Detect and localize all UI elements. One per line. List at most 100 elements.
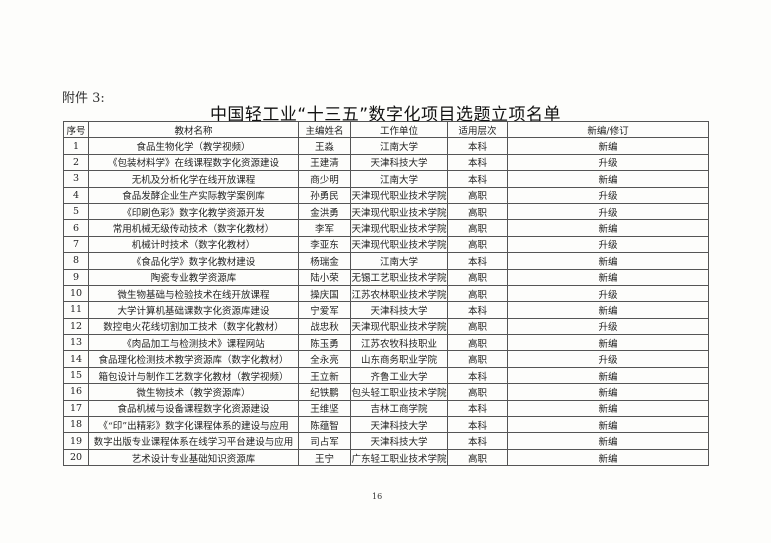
cell-unit: 包头轻工职业技术学院 (350, 383, 448, 401)
cell-editor: 王建清 (298, 153, 351, 172)
table-row: 8 《食品化学》数字化教材建设 杨瑞金 江南大学 本科 新编 (63, 252, 709, 270)
cell-index: 1 (63, 137, 89, 155)
cell-unit: 无锡工艺职业技术学院 (350, 268, 448, 286)
cell-index: 4 (63, 186, 89, 204)
table-header-row: 序号 教材名称 主编姓名 工作单位 适用层次 新编/修订 (63, 120, 709, 139)
cell-unit: 天津现代职业技术学院 (350, 186, 448, 204)
cell-editor: 王维坚 (298, 399, 351, 418)
cell-index: 19 (63, 432, 89, 450)
cell-unit: 天津科技大学 (350, 301, 448, 319)
cell-index: 12 (63, 317, 89, 336)
table-row: 18 《“印”出精彩》数字化课程体系的建设与应用 陈蕴智 天津科技大学 本科 新编 (63, 416, 709, 434)
cell-index: 14 (63, 350, 89, 368)
cell-index: 10 (63, 284, 89, 303)
cell-title: 《食品化学》数字化教材建设 (88, 252, 299, 270)
cell-unit: 天津现代职业技术学院 (350, 219, 448, 237)
cell-index: 9 (63, 268, 89, 286)
attachment-label: 附件 3: (62, 91, 105, 106)
cell-title: 大学计算机基础课数字化资源库建设 (88, 301, 299, 319)
cell-title: 《包装材料学》在线课程数字化资源建设 (88, 153, 299, 172)
page-number: 16 (372, 492, 383, 501)
cell-unit: 吉林工商学院 (350, 399, 448, 418)
cell-level: 高职 (447, 186, 508, 204)
cell-unit: 广东轻工职业技术学院 (350, 448, 448, 467)
cell-type: 新编 (507, 416, 709, 434)
cell-type: 升级 (507, 350, 709, 368)
cell-editor: 李亚东 (298, 235, 351, 254)
table-row: 10 微生物基础与检验技术在线开放课程 操庆国 江苏农林职业技术学院 高职 升级 (63, 284, 709, 303)
table-row: 9 陶瓷专业教学资源库 陆小荣 无锡工艺职业技术学院 高职 新编 (63, 268, 709, 286)
cell-type: 新编 (507, 170, 709, 188)
cell-level: 本科 (447, 366, 508, 385)
table-row: 6 常用机械无级传动技术（数字化教材） 李军 天津现代职业技术学院 高职 新编 (63, 219, 709, 237)
header-title: 教材名称 (88, 120, 299, 139)
cell-title: 数字出版专业课程体系在线学习平台建设与应用 (88, 432, 299, 450)
cell-type: 新编 (507, 301, 709, 319)
cell-level: 高职 (447, 219, 508, 237)
cell-level: 本科 (447, 137, 508, 155)
cell-editor: 金洪勇 (298, 202, 351, 221)
cell-type: 升级 (507, 235, 709, 254)
cell-editor: 商少明 (298, 170, 351, 188)
cell-index: 2 (63, 153, 89, 172)
cell-unit: 齐鲁工业大学 (350, 366, 448, 385)
cell-level: 高职 (447, 350, 508, 368)
cell-editor: 王淼 (298, 137, 351, 155)
cell-index: 6 (63, 219, 89, 237)
cell-level: 本科 (447, 170, 508, 188)
cell-unit: 天津科技大学 (350, 432, 448, 450)
cell-level: 高职 (447, 317, 508, 336)
table-row: 14 食品理化检测技术教学资源库（数字化教材） 全永亮 山东商务职业学院 高职 升级 (63, 350, 709, 368)
cell-title: 食品生物化学（教学视频） (88, 137, 299, 155)
cell-title: 微生物技术（教学资源库） (88, 383, 299, 401)
cell-level: 本科 (447, 399, 508, 418)
cell-editor: 李军 (298, 219, 351, 237)
cell-editor: 操庆国 (298, 284, 351, 303)
cell-level: 高职 (447, 202, 508, 221)
cell-unit: 江南大学 (350, 252, 448, 270)
cell-unit: 山东商务职业学院 (350, 350, 448, 368)
table-row: 7 机械计时技术（数字化教材） 李亚东 天津现代职业技术学院 高职 升级 (63, 235, 709, 254)
cell-type: 新编 (507, 366, 709, 385)
table-row: 4 食品发酵企业生产实际教学案例库 孙勇民 天津现代职业技术学院 高职 升级 (63, 186, 709, 204)
cell-editor: 王宁 (298, 448, 351, 467)
cell-type: 新编 (507, 383, 709, 401)
cell-type: 升级 (507, 202, 709, 221)
cell-editor: 宁爱军 (298, 301, 351, 319)
cell-level: 本科 (447, 252, 508, 270)
cell-level: 高职 (447, 448, 508, 467)
table-row: 19 数字出版专业课程体系在线学习平台建设与应用 司占军 天津科技大学 本科 新编 (63, 432, 709, 450)
cell-title: 微生物基础与检验技术在线开放课程 (88, 284, 299, 303)
cell-title: 《印刷色彩》数字化教学资源开发 (88, 202, 299, 221)
cell-index: 20 (63, 448, 89, 467)
cell-editor: 王立新 (298, 366, 351, 385)
page-title: 中国轻工业“十三五”数字化项目选题立项名单 (209, 105, 562, 125)
table-row: 2 《包装材料学》在线课程数字化资源建设 王建清 天津科技大学 本科 升级 (63, 153, 709, 172)
cell-level: 高职 (447, 284, 508, 303)
cell-editor: 陈蕴智 (298, 416, 351, 434)
cell-title: 箱包设计与制作工艺数字化教材（教学视频） (88, 366, 299, 385)
cell-title: 艺术设计专业基础知识资源库 (88, 448, 299, 467)
cell-unit: 江南大学 (350, 170, 448, 188)
cell-title: 食品机械与设备课程数字化资源建设 (88, 399, 299, 418)
cell-title: 食品发酵企业生产实际教学案例库 (88, 186, 299, 204)
cell-editor: 陈玉勇 (298, 334, 351, 352)
table-row: 5 《印刷色彩》数字化教学资源开发 金洪勇 天津现代职业技术学院 高职 升级 (63, 202, 709, 221)
cell-type: 升级 (507, 186, 709, 204)
cell-type: 新编 (507, 432, 709, 450)
cell-type: 新编 (507, 268, 709, 286)
cell-unit: 江南大学 (350, 137, 448, 155)
cell-title: 《“印”出精彩》数字化课程体系的建设与应用 (88, 416, 299, 434)
cell-unit: 天津科技大学 (350, 416, 448, 434)
project-table: 序号 教材名称 主编姓名 工作单位 适用层次 新编/修订 1 食品生物化学（教学视… (63, 120, 709, 467)
cell-index: 16 (63, 383, 89, 401)
cell-index: 18 (63, 416, 89, 434)
cell-type: 新编 (507, 252, 709, 270)
table-row: 20 艺术设计专业基础知识资源库 王宁 广东轻工职业技术学院 高职 新编 (63, 448, 709, 467)
cell-level: 本科 (447, 153, 508, 172)
cell-unit: 江苏农牧科技职业 (350, 334, 448, 352)
cell-title: 数控电火花线切割加工技术（数字化教材） (88, 317, 299, 336)
cell-index: 11 (63, 301, 89, 319)
header-type: 新编/修订 (507, 120, 709, 139)
cell-type: 新编 (507, 137, 709, 155)
